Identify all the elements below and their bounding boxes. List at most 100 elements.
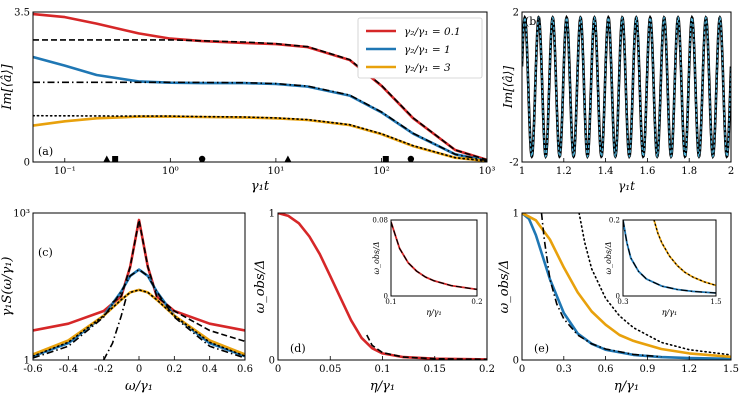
panel-c-xtick-label-2: -0.2 (94, 364, 113, 375)
panel-e-xtick-label-5: 1.5 (723, 364, 739, 375)
panel-d-inset-bg (391, 220, 477, 296)
panel-e-inset-ytick-label-0: 0 (616, 292, 620, 300)
panel-e-plot-area (522, 213, 731, 360)
panel-a-legend-box (357, 17, 483, 79)
panel-e-series-ref-dotted (578, 213, 731, 356)
panel-c-series-ref-dashdot-low (102, 295, 128, 360)
panel-b-frame (521, 11, 732, 163)
panel-a-xtick-label-1: 10⁰ (162, 166, 179, 177)
panel-e-xtick-label-1: 0.3 (556, 364, 572, 375)
panel-d-series-ref-dashed (366, 334, 487, 360)
panel-a-ytick-label-0: 0 (24, 158, 30, 169)
panel-c-series-ref-dashed (112, 219, 245, 343)
panel-e-xtick-label-4: 1.2 (681, 364, 697, 375)
panel-c-xtick-label-6: 0.6 (237, 364, 253, 375)
panel-c-ylabel: γ₁S(ω/γ₁) (0, 257, 15, 317)
panel-d-inset: 0.1 0.2 0 0.08 η/γ₁ ω_obs/Δ (372, 216, 483, 317)
panel-c-plot-area (33, 218, 245, 360)
panel-a-ylabel: Im[⟨â⟩] (0, 63, 15, 110)
panel-d-inset-xtick-label-1: 0.2 (471, 298, 482, 306)
panel-a-marker-circle-5 (407, 155, 415, 163)
panel-e-inset-series-ref-dotted (653, 220, 716, 286)
panel-a-label: (a) (38, 145, 53, 158)
panel-a-series-ref-dotted (33, 114, 487, 162)
panel-c-xtick-label-5: 0.4 (202, 364, 218, 375)
panel-d-inset-ytick-label-0: 0 (384, 292, 388, 300)
panel-a-legend-entry-1: γ₂/γ₁ = 1 (404, 44, 451, 56)
panel-b-xlabel: γ₁t (618, 179, 635, 193)
panel-a-xtick-label-3: 10² (373, 166, 390, 177)
panel-d-ylabel: ω_obs/Δ (253, 260, 268, 314)
panel-a-xtick-label-0: 10⁻¹ (54, 166, 76, 177)
panel-d-xtick-label-4: 0.2 (479, 364, 495, 375)
panel-a-frame (32, 11, 488, 163)
panel-a-xtick-label-2: 10¹ (268, 166, 285, 177)
panel-e-xtick-label-0: 0 (519, 364, 525, 375)
panel-b-ytick-label-0: -2 (509, 158, 519, 169)
panel-b: 1 1.2 1.4 1.6 1.8 2 -2 2 γ₁t Im[⟨â⟩] (b) (501, 8, 734, 194)
panel-b-series-cyan (522, 16, 731, 158)
panel-b-xtick-label-4: 1.8 (681, 166, 697, 177)
panel-a-marker-square-4 (382, 156, 389, 162)
panel-c-ytick-label-1: 10³ (13, 209, 30, 220)
panel-b-ytick-label-1: 2 (513, 8, 519, 19)
panel-e-inset-xlabel: η/γ₁ (662, 308, 677, 317)
panel-c-xtick-label-3: 0 (136, 364, 142, 375)
panel-a-xtick-label-4: 10³ (479, 166, 496, 177)
panel-a-marker-triangle-0 (103, 155, 111, 162)
panel-b-plot-area (522, 14, 731, 160)
panel-a-legend-entry-2: γ₂/γ₁ = 3 (404, 62, 451, 74)
panel-d-inset-ylabel: ω_obs/Δ (372, 241, 381, 274)
panel-c-xtick-label-0: -0.6 (23, 364, 42, 375)
panel-e-series-gold (522, 213, 731, 359)
panel-e-series-blue (522, 213, 731, 360)
panel-e-inset-frame (622, 219, 717, 297)
panel-e-inset-ytick-label-1: 0.2 (609, 216, 620, 224)
panel-d-inset-ytick-label-1: 0.08 (372, 216, 388, 224)
panel-d-xtick-label-1: 0.05 (319, 364, 341, 375)
panel-d-xtick-label-2: 0.1 (375, 364, 391, 375)
panel-c-series-red (33, 218, 245, 332)
panel-b-xtick-label-5: 2 (728, 166, 734, 177)
panel-d-inset-xtick-label-0: 0.1 (385, 298, 396, 306)
panel-a-marker-triangle-3 (284, 155, 292, 162)
panel-d-label: (d) (290, 342, 306, 355)
panel-e-ytick-label-1: 1 (513, 209, 519, 220)
panel-b-xtick-label-0: 1 (519, 166, 525, 177)
panel-a-marker-circle-2 (198, 155, 206, 163)
panel-e-xlabel: η/γ₁ (614, 379, 639, 394)
panel-a: 10⁻¹ 10⁰ 10¹ 10² 10³ 0 3.5 γ₁t Im[⟨â⟩] (a) γ₂/γ₁ =… (0, 8, 495, 195)
panel-d-xtick-label-0: 0 (275, 364, 281, 375)
panel-d-inset-xlabel: η/γ₁ (426, 308, 441, 317)
panel-e-xtick-label-3: 0.9 (639, 364, 655, 375)
panel-c-xtick-label-1: -0.4 (59, 364, 78, 375)
panel-d-xtick-label-3: 0.15 (424, 364, 446, 375)
panel-a-marker-square-1 (112, 156, 119, 162)
panel-c-series-ref-dashdot (33, 268, 245, 359)
panel-d-inset-series-ref-dashed (391, 221, 477, 290)
panel-a-series-γ₂/γ₁ = 1 (33, 55, 487, 162)
panel-a-legend: γ₂/γ₁ = 0.1 γ₂/γ₁ = 1 γ₂/γ₁ = 3 (357, 17, 483, 79)
panel-e-frame (521, 212, 732, 361)
panel-b-label: (b) (525, 15, 541, 28)
panel-b-xtick-label-1: 1.2 (556, 166, 572, 177)
panel-b-ylabel: Im[⟨â⟩] (501, 66, 515, 109)
panel-c-ytick-label-0: 1 (24, 356, 30, 367)
panel-a-legend-entry-0: γ₂/γ₁ = 0.1 (404, 26, 461, 38)
panel-e-inset-bg (623, 220, 716, 296)
panel-a-ytick-label-1: 3.5 (14, 8, 30, 19)
panel-e-series-ref-dashdot (540, 213, 662, 358)
panel-e-xtick-label-2: 0.6 (598, 364, 614, 375)
panel-d-ytick-label-1: 1 (269, 209, 275, 220)
panel-d-series-red (278, 213, 487, 360)
panel-d-inset-frame (390, 219, 478, 297)
panel-c: -0.6 -0.4 -0.2 0 0.2 0.4 0.6 1 10³ ω/γ₁ γ₁S(ω/γ₁) (… (0, 209, 253, 395)
panel-d-ytick-label-0: 0 (269, 356, 275, 367)
panel-d-inset-plot (391, 221, 477, 291)
panel-e-inset-xtick-label-0: 0.3 (617, 298, 628, 306)
panel-d-plot-area (278, 213, 487, 360)
panel-a-series-ref-dashdot (33, 81, 487, 162)
panel-a-plot-area (33, 12, 487, 162)
panel-a-xlabel: γ₁t (251, 179, 270, 194)
